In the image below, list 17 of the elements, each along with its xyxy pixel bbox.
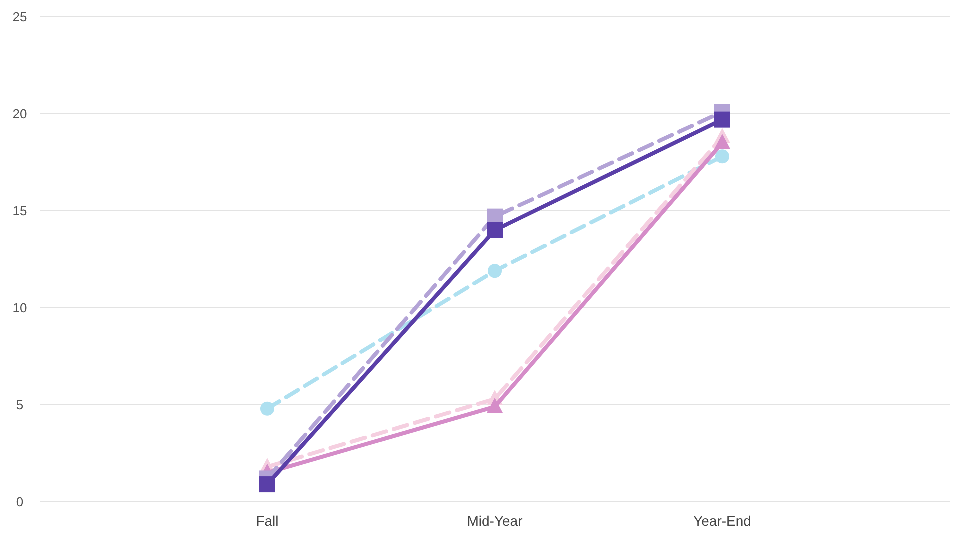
y-tick-label: 5 xyxy=(16,398,24,413)
point xyxy=(260,476,276,493)
y-tick-label: 15 xyxy=(12,204,28,219)
x-tick-label: Mid-Year xyxy=(467,513,524,529)
point xyxy=(714,112,730,128)
y-tick-label: 25 xyxy=(12,10,28,25)
x-tick-label: Year-End xyxy=(694,513,752,529)
point xyxy=(488,264,502,278)
point xyxy=(487,222,503,238)
point xyxy=(716,150,730,164)
y-tick-label: 0 xyxy=(16,494,24,510)
point xyxy=(714,134,730,150)
y-tick-label: 10 xyxy=(12,300,28,316)
y-tick-label: 20 xyxy=(12,106,28,122)
point xyxy=(260,402,274,416)
x-tick-label: Fall xyxy=(256,513,279,529)
point xyxy=(487,398,503,413)
